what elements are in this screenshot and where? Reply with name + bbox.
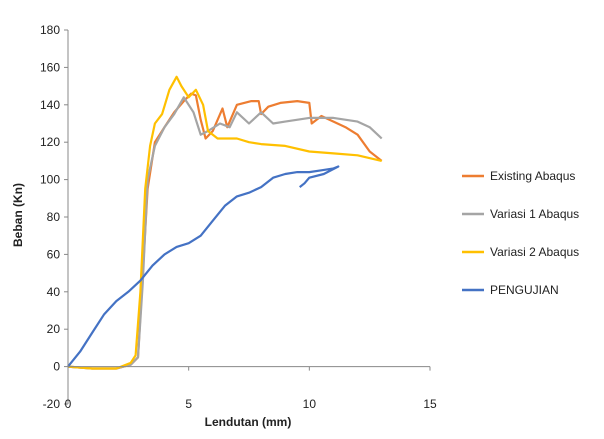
series-line-pengujian [67,165,340,368]
y-tick-label: 0 [53,360,60,374]
series-line-existing-abaqus [67,92,383,370]
x-tick-label: 10 [303,397,317,411]
legend-label-pengujian: PENGUJIAN [490,283,559,297]
y-tick-label: -20 [43,397,61,411]
x-tick-label: 0 [65,397,72,411]
x-axis-title: Lendutan (mm) [205,415,292,429]
y-tick-label: 100 [40,173,60,187]
y-tick-label: 140 [40,98,60,112]
y-tick-label: 180 [40,23,60,37]
y-tick-label: 20 [47,322,61,336]
series-line-variasi-2-abaqus [67,75,382,370]
x-tick-label: 15 [423,397,437,411]
y-axis-title: Beban (Kn) [11,183,25,247]
y-tick-label: 120 [40,135,60,149]
legend-label-variasi-2-abaqus: Variasi 2 Abaqus [490,245,579,259]
plot-area [67,75,383,370]
y-tick-label: 40 [47,285,61,299]
x-tick-label: 5 [185,397,192,411]
legend-label-variasi-1-abaqus: Variasi 1 Abaqus [490,207,579,221]
y-tick-label: 80 [47,210,61,224]
axes: -20 0 20 40 60 80 100 120 140 160 180 0 5 10 15 [40,23,437,411]
legend-label-existing-abaqus: Existing Abaqus [490,169,575,183]
series-line-variasi-1-abaqus [67,96,383,370]
legend: Existing Abaqus Variasi 1 Abaqus Variasi 2… [462,169,579,297]
y-tick-label: 160 [40,60,60,74]
y-tick-label: 60 [47,247,61,261]
